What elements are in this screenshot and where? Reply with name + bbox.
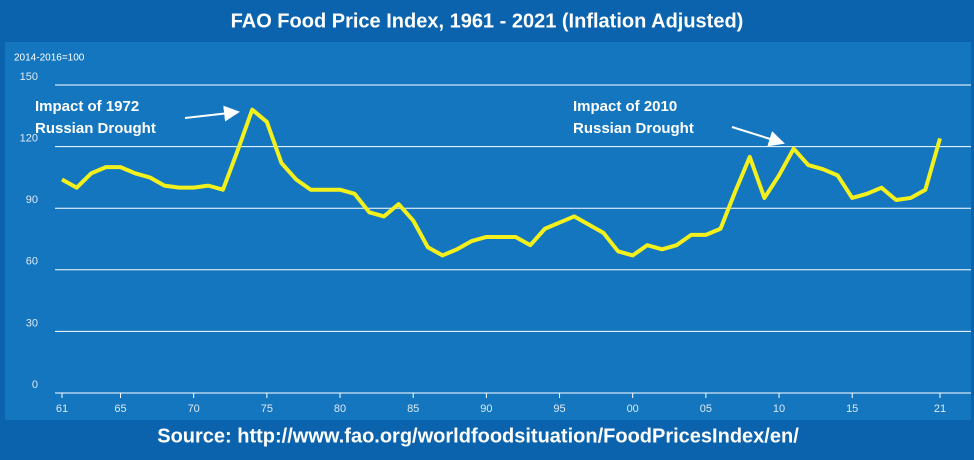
x-tick-label: 15 (846, 403, 858, 415)
x-tick-label: 21 (934, 403, 946, 415)
line-series (61, 107, 942, 258)
annotation-arrow (184, 105, 240, 122)
x-tick-label: 05 (700, 403, 712, 415)
annotation: Impact of 2010 (573, 98, 677, 115)
chart-title: FAO Food Price Index, 1961 - 2021 (Infla… (231, 10, 744, 32)
source: Source: http://www.fao.org/worldfoodsitu… (157, 425, 799, 447)
annotation: Russian Drought (35, 120, 156, 137)
annotation: Impact of 1972 (35, 98, 139, 115)
x-tick-label: 95 (553, 403, 565, 415)
y-tick-label: 30 (26, 317, 38, 329)
y-tick-label: 150 (20, 71, 38, 83)
x-tick-label: 75 (261, 403, 273, 415)
x-tick-label: 65 (114, 403, 126, 415)
x-tick-label: 90 (480, 403, 492, 415)
x-tick-label: 80 (334, 403, 346, 415)
y-tick-label: 120 (20, 133, 38, 145)
x-tick-label: 85 (407, 403, 419, 415)
unit-label: 2014-2016=100 (14, 53, 85, 64)
y-tick-label: 90 (26, 194, 38, 206)
x-tick-label: 00 (627, 403, 639, 415)
y-tick-label: 60 (26, 256, 38, 268)
annotation: Russian Drought (573, 120, 694, 137)
annotation-arrow (731, 126, 785, 147)
y-tick-label: 0 (32, 379, 38, 391)
x-tick-label: 10 (773, 403, 785, 415)
x-tick-label: 61 (56, 403, 68, 415)
x-tick-label: 70 (188, 403, 200, 415)
plot-background (5, 42, 971, 420)
